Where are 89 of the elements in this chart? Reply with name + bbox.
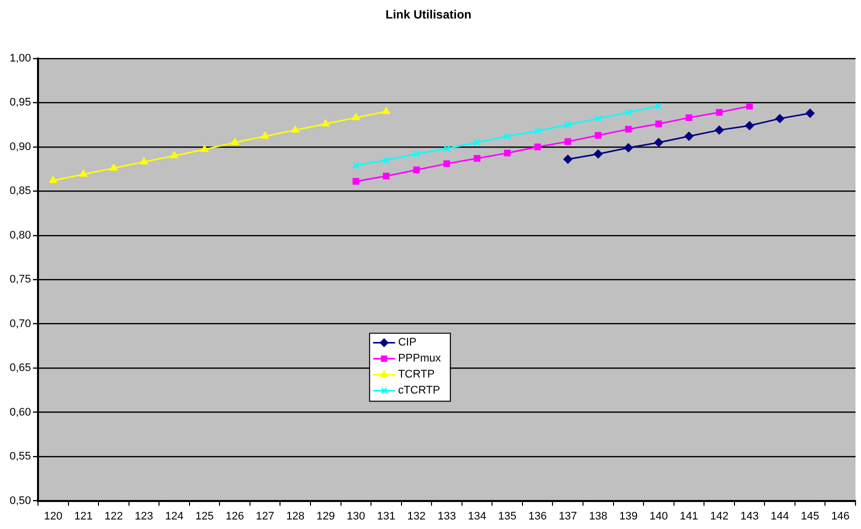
point (655, 102, 662, 110)
point (382, 156, 390, 164)
x-tick-label: 130 (346, 510, 366, 522)
point (443, 145, 450, 152)
point (443, 160, 450, 168)
point (806, 108, 815, 118)
x-tick-label: 143 (740, 510, 759, 522)
point (594, 114, 602, 122)
point (534, 144, 541, 150)
point (716, 109, 723, 116)
point (140, 157, 148, 164)
x-tick-label: 146 (831, 510, 850, 522)
x-tick-label: 133 (438, 510, 456, 522)
point (563, 154, 572, 164)
point (170, 151, 178, 158)
legend-label: PPPmux (398, 352, 442, 365)
point (594, 132, 602, 139)
point (79, 170, 88, 177)
x-tick-label: 134 (468, 510, 486, 522)
legend-label: TCRTP (398, 368, 435, 381)
point (504, 132, 511, 140)
point (745, 121, 754, 130)
y-tick-label: 0,90 (10, 140, 31, 153)
x-tick-label: 123 (134, 510, 154, 522)
y-tick-label: 0,55 (10, 450, 31, 463)
y-tick-label: 0,60 (10, 406, 31, 418)
y-tick-label: 0,75 (10, 274, 31, 286)
legend-label: cTCRTP (398, 384, 440, 397)
legend-label: CIP (398, 336, 416, 349)
y-tick-label: 0,70 (10, 318, 31, 330)
x-tick-label: 136 (528, 510, 547, 522)
point (564, 121, 572, 128)
y-tick-label: 0,80 (10, 229, 31, 242)
x-tick-label: 128 (286, 510, 305, 522)
point (110, 164, 118, 171)
x-tick-label: 139 (619, 510, 638, 522)
point (624, 108, 632, 116)
point (200, 145, 208, 152)
x-tick-label: 140 (650, 510, 668, 522)
x-tick-label: 138 (588, 510, 608, 522)
y-tick-label: 0,65 (10, 362, 31, 374)
point (654, 138, 664, 147)
point (714, 126, 724, 135)
x-tick-label: 131 (377, 510, 396, 522)
point (624, 143, 633, 152)
x-tick-label: 135 (498, 510, 516, 522)
point (49, 176, 58, 184)
x-tick-label: 132 (407, 510, 426, 522)
x-tick-label: 145 (800, 510, 820, 522)
point (352, 178, 360, 185)
point (775, 114, 784, 124)
point (474, 155, 480, 162)
point (686, 114, 692, 122)
x-tick-label: 142 (710, 510, 728, 522)
y-tick-label: 1,00 (10, 52, 31, 64)
chart-title: Link Utilisation (385, 8, 472, 22)
y-tick-label: 0,95 (10, 96, 31, 109)
x-tick-label: 141 (680, 510, 698, 522)
x-tick-label: 124 (165, 510, 184, 522)
x-tick-label: 120 (44, 510, 62, 522)
x-tick-label: 144 (770, 510, 789, 522)
point (564, 138, 572, 145)
point (382, 106, 390, 114)
x-tick-label: 137 (558, 510, 578, 522)
x-tick-label: 122 (104, 510, 123, 522)
x-tick-label: 125 (195, 510, 214, 522)
point (684, 132, 694, 141)
x-tick-label: 129 (316, 510, 335, 522)
point (382, 172, 390, 180)
point (291, 126, 300, 133)
point (594, 149, 603, 158)
x-tick-label: 127 (256, 510, 274, 522)
point (352, 162, 360, 170)
point (473, 138, 481, 146)
point (625, 126, 632, 133)
point (655, 120, 662, 128)
point (534, 127, 542, 135)
point (412, 150, 420, 158)
point (352, 113, 360, 120)
point (504, 150, 511, 156)
point (261, 132, 270, 139)
point (230, 138, 239, 145)
x-tick-label: 126 (226, 510, 244, 522)
point (322, 119, 330, 126)
point (413, 166, 420, 174)
y-tick-label: 0,50 (10, 494, 31, 507)
point (746, 102, 753, 110)
x-tick-label: 121 (74, 510, 93, 522)
y-tick-label: 0,85 (10, 185, 31, 198)
